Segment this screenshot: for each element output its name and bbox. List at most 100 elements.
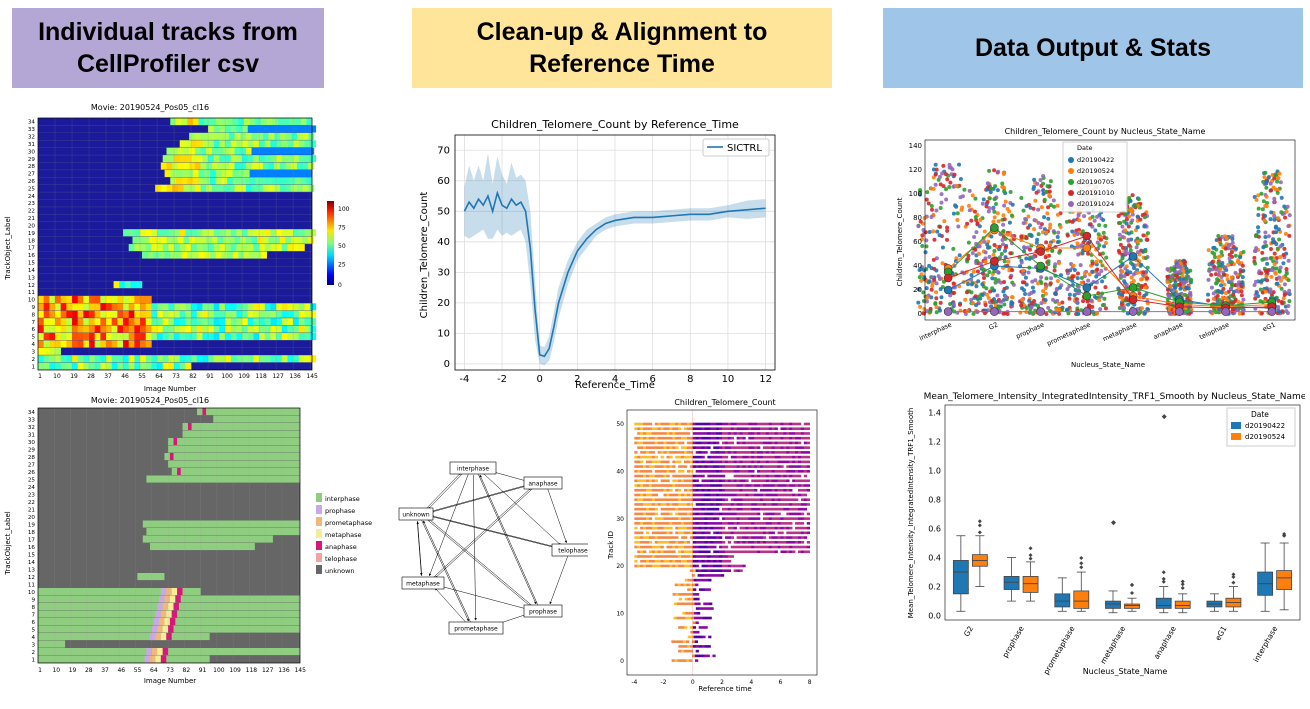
swarm-point <box>1168 284 1173 289</box>
raster-cell <box>680 640 684 643</box>
swarm-point <box>1042 227 1047 232</box>
raster-cell <box>742 522 746 525</box>
raster-cell <box>677 583 681 587</box>
raster-cell <box>771 451 775 454</box>
raster-cell <box>716 436 720 440</box>
heatmap2-legend-label: prometaphase <box>325 519 372 527</box>
raster-cell <box>634 517 638 520</box>
swarm-point <box>1055 240 1060 245</box>
raster-cell <box>745 493 749 497</box>
swarm-point <box>920 244 925 249</box>
raster-cell <box>704 470 708 473</box>
swarm-point <box>1253 249 1258 254</box>
raster-cell <box>637 541 641 544</box>
swarm-point <box>977 224 982 229</box>
raster-cell <box>689 436 694 440</box>
heatmap1-cell <box>117 362 124 370</box>
raster-cell <box>733 451 737 454</box>
raster-cell <box>771 432 775 435</box>
heatmap1-cell <box>191 310 198 318</box>
heatmap1-xtick: 19 <box>70 373 78 380</box>
raster-cell <box>657 531 661 535</box>
swarm-point <box>1261 199 1266 204</box>
raster-cell <box>701 474 705 478</box>
raster-cell <box>681 526 685 530</box>
raster-cell <box>768 517 772 520</box>
raster-cell <box>786 493 790 497</box>
swarm-point <box>1002 279 1007 284</box>
raster-cell <box>803 479 808 483</box>
swarm-point <box>1102 244 1107 249</box>
raster-cell <box>754 493 758 497</box>
heatmap1-cell <box>123 325 130 333</box>
swarm-point <box>1256 225 1261 230</box>
heatmap1-cell <box>236 318 243 326</box>
heatmap1-cell <box>293 229 300 237</box>
swarm-point <box>1022 303 1027 308</box>
raster-cell <box>651 536 656 539</box>
heatmap1-cell <box>202 318 209 326</box>
raster-cell <box>678 503 682 506</box>
heatmap1-ytick: 23 <box>28 201 36 207</box>
raster-cell <box>742 436 746 440</box>
heatmap1-cell <box>310 325 317 333</box>
raster-cell <box>771 531 775 535</box>
raster-cell <box>709 602 713 606</box>
swarm-point <box>924 197 929 202</box>
swarm-point <box>1046 305 1051 310</box>
raster-cell <box>678 626 682 629</box>
raster-cell <box>751 470 755 473</box>
heatmap1-cell <box>198 251 205 259</box>
heatmap1-cell <box>209 169 216 177</box>
heatmap1-cell <box>124 281 131 289</box>
raster-cell <box>713 422 717 426</box>
heatmap1-cell <box>162 244 169 252</box>
raster-cell <box>722 526 726 530</box>
raster-cell <box>695 649 699 653</box>
swarm-point <box>1223 246 1228 251</box>
heatmap1-cell <box>304 125 311 133</box>
raster-cell <box>754 488 758 492</box>
raster-cell <box>792 455 796 459</box>
swarm-point <box>1277 237 1282 242</box>
raster-cell <box>674 583 678 587</box>
swarm-point <box>1260 250 1265 255</box>
raster-cell <box>774 460 778 464</box>
raster-cell <box>792 441 796 445</box>
heatmap1-cell <box>211 236 218 244</box>
swarm-point <box>1258 299 1263 304</box>
heatmap2-ytick: 29 <box>28 447 36 453</box>
swarm-point <box>1002 259 1007 264</box>
swarm-point <box>944 187 949 192</box>
swarm-point <box>1134 245 1139 250</box>
heatmap1-cell <box>298 244 305 252</box>
raster-cell <box>651 484 656 487</box>
heatmap1-ytick: 19 <box>28 231 36 237</box>
raster-cell <box>689 446 694 449</box>
raster-cell <box>774 526 778 530</box>
swarm-point <box>996 279 1001 284</box>
raster-cell <box>798 484 802 487</box>
raster-cell <box>704 517 708 520</box>
swarm-point <box>921 290 926 295</box>
raster-cell <box>643 545 647 549</box>
swarm-point <box>1280 301 1285 306</box>
raster-cell <box>660 550 664 554</box>
swarm-point <box>951 211 956 216</box>
raster-cell <box>646 479 650 483</box>
heatmap1-cell <box>293 325 300 333</box>
swarm-point <box>963 297 968 302</box>
heatmap1-cell <box>253 325 260 333</box>
line-chart-xtick: 0 <box>537 374 543 385</box>
swarm-point <box>1029 233 1034 238</box>
raster-cell <box>762 451 767 454</box>
raster-cell <box>651 465 656 468</box>
swarm-point <box>1235 282 1240 287</box>
raster-cell <box>692 621 696 625</box>
heatmap1-cell <box>191 140 198 148</box>
raster-cell <box>748 536 752 539</box>
raster-cell <box>675 455 679 459</box>
swarm-point <box>1281 275 1286 280</box>
heatmap2-ytick: 30 <box>28 440 36 446</box>
raster-cell <box>704 427 708 431</box>
